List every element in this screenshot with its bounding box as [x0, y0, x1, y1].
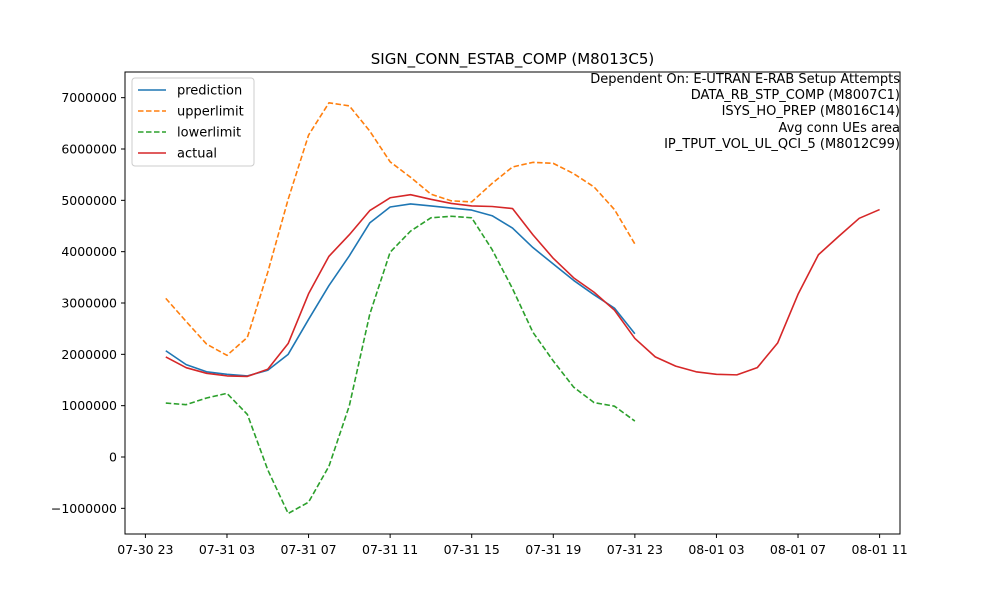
annotation-line: IP_TPUT_VOL_UL_QCI_5 (M8012C99): [664, 137, 900, 152]
series-line-upperlimit: [165, 102, 636, 357]
legend-label-lowerlimit: lowerlimit: [177, 126, 241, 141]
x-tick-label: 08-01 11: [852, 542, 908, 557]
y-tick-label: −1000000: [51, 501, 117, 516]
annotation-line: ISYS_HO_PREP (M8016C14): [722, 104, 900, 119]
y-axis: −1000000 0 1000000 2000000 3000000 4000000 500…: [51, 90, 125, 516]
annotation-line: Dependent On: E-UTRAN E-RAB Setup Attemp…: [590, 72, 900, 87]
legend: prediction upperlimit lowerlimit actual: [131, 77, 255, 167]
y-tick-label: 1000000: [61, 398, 117, 413]
x-axis: 07-30 23 07-31 03 07-31 07 07-31 11 07-31 15…: [117, 534, 908, 557]
y-tick-label: 5000000: [61, 193, 117, 208]
x-tick-label: 08-01 03: [688, 542, 744, 557]
series-line-lowerlimit: [165, 215, 636, 515]
annotation-line: Avg conn UEs area: [778, 121, 900, 136]
x-tick-label: 08-01 07: [770, 542, 826, 557]
y-tick-label: 2000000: [61, 347, 117, 362]
x-tick-label: 07-31 11: [362, 542, 418, 557]
legend-box: [131, 77, 255, 167]
plot-area: [165, 102, 880, 515]
chart-title: SIGN_CONN_ESTAB_COMP (M8013C5): [371, 50, 654, 69]
x-tick-label: 07-30 23: [117, 542, 173, 557]
legend-label-upperlimit: upperlimit: [177, 105, 244, 120]
y-tick-label: 0: [109, 450, 117, 465]
legend-label-prediction: prediction: [177, 84, 242, 99]
x-tick-label: 07-31 07: [280, 542, 336, 557]
y-tick-label: 6000000: [61, 142, 117, 157]
series-line-actual: [165, 193, 880, 378]
x-tick-label: 07-31 03: [199, 542, 255, 557]
dependency-annotation: Dependent On: E-UTRAN E-RAB Setup Attemp…: [590, 72, 900, 152]
y-tick-label: 7000000: [61, 90, 117, 105]
y-tick-label: 3000000: [61, 296, 117, 311]
y-tick-label: 4000000: [61, 244, 117, 259]
annotation-line: DATA_RB_STP_COMP (M8007C1): [691, 88, 900, 103]
x-tick-label: 07-31 23: [607, 542, 663, 557]
legend-label-actual: actual: [177, 147, 217, 162]
x-tick-label: 07-31 19: [525, 542, 581, 557]
x-tick-label: 07-31 15: [444, 542, 500, 557]
series-line-prediction: [165, 203, 636, 377]
